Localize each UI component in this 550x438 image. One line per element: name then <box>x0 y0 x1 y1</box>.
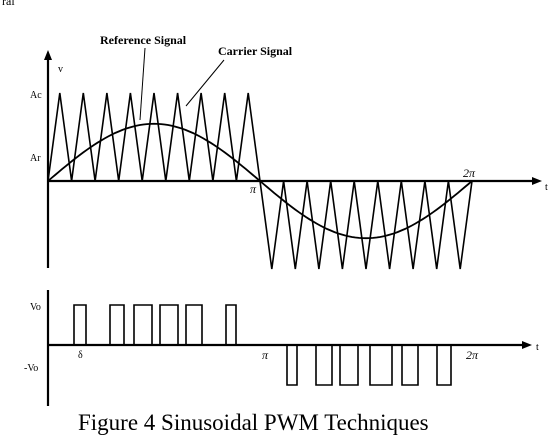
previous-text-fragment: ral <box>2 0 15 8</box>
delta-label: δ <box>78 350 83 361</box>
positive-pulse <box>133 304 153 345</box>
reference-signal-leader <box>139 47 146 121</box>
ac-label: Ac <box>30 90 42 101</box>
top-t-label: t <box>545 182 548 193</box>
carrier-signal-leader <box>185 59 225 107</box>
neg-vo-label: -Vo <box>24 363 38 374</box>
positive-pulse-train <box>73 304 237 345</box>
negative-pulse-train <box>286 345 452 386</box>
positive-pulse <box>73 304 87 345</box>
bottom-t-label: t <box>536 342 539 353</box>
bottom-two-pi-label: 2π <box>466 348 479 362</box>
carrier-signal-label: Carrier Signal <box>218 44 293 58</box>
negative-pulse <box>369 345 393 386</box>
top-two-pi-label: 2π <box>463 166 476 180</box>
negative-pulse <box>401 345 419 386</box>
negative-pulse <box>286 345 298 386</box>
negative-pulse <box>315 345 333 386</box>
bottom-plot: Vo -Vo δ π 2π t <box>24 290 539 406</box>
top-x-axis-arrow <box>532 177 542 185</box>
negative-pulse <box>339 345 359 386</box>
positive-pulse <box>185 304 203 345</box>
positive-pulse <box>225 304 237 345</box>
reference-signal-label: Reference Signal <box>100 33 187 47</box>
y-axis-label: v <box>58 64 63 75</box>
positive-pulse <box>109 304 125 345</box>
vo-label: Vo <box>30 302 41 313</box>
ar-label: Ar <box>30 153 41 164</box>
top-pi-label: π <box>250 182 257 196</box>
top-y-axis-arrow <box>44 50 52 60</box>
reference-signal-wave <box>47 122 473 240</box>
negative-pulse <box>436 345 452 386</box>
bottom-x-axis-arrow <box>522 341 532 349</box>
bottom-pi-label: π <box>262 348 269 362</box>
figure-caption: Figure 4 Sinusoidal PWM Techniques <box>78 410 429 435</box>
positive-pulse <box>159 304 179 345</box>
top-plot: v Ac Ar t π 2π Reference Signal Carrier … <box>30 33 548 270</box>
